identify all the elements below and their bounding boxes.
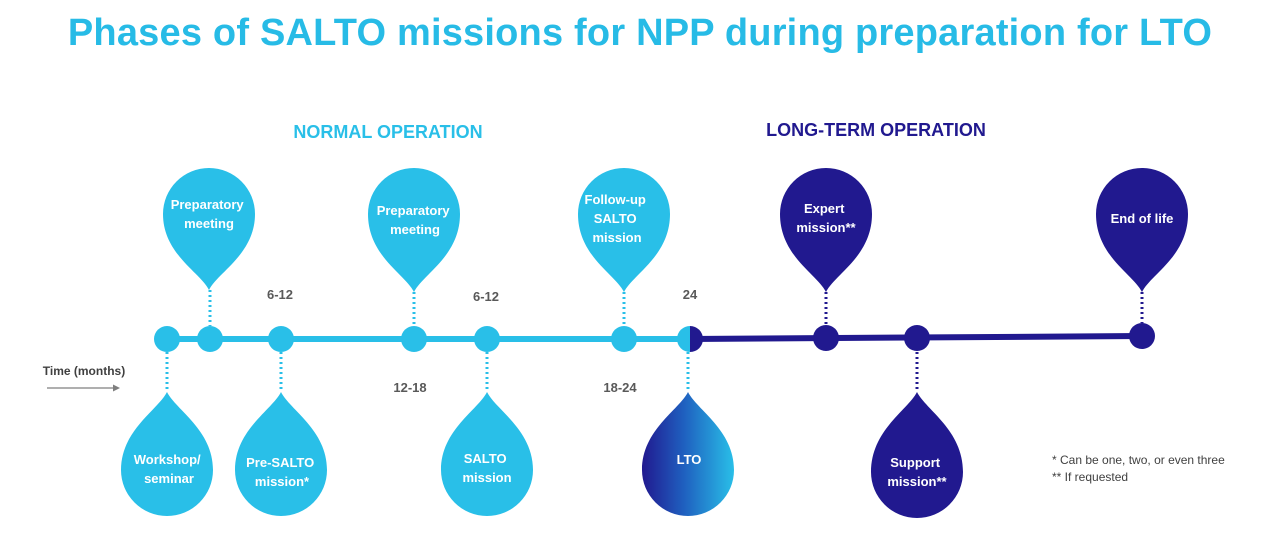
svg-text:Pre-SALTO mission*: Pre-SALTO mission* [246,455,318,489]
svg-text:End of life: End of life [1111,211,1174,226]
time-axis-label: Time (months) [43,364,125,378]
pin-top-follow-up-salto-mission: Follow-up SALTO mission [578,168,670,292]
timeline-node-workshop [154,326,180,352]
pin-top-end-of-life: End of life [1096,168,1188,292]
drop-salto-line-1: SALTO [464,451,507,466]
timeline-node-pre-salto [268,326,294,352]
timeline-node-follow-up [611,326,637,352]
svg-text:SALTO mission: SALTO mission [462,451,511,485]
pin-top-preparatory-meeting-1: Preparatory meeting [163,168,255,290]
interval-label-bottom-1: 12-18 [393,380,426,395]
drop-pre-salto-line-2: mission* [255,474,310,489]
interval-label-top-3: 24 [683,287,698,302]
interval-label-bottom-2: 18-24 [603,380,637,395]
pin-top-expert-line-2: mission** [796,220,856,235]
drop-bottom-pre-salto-mission: Pre-SALTO mission* [235,392,327,516]
pin-top-preparatory-2-line-1: Preparatory [377,203,451,218]
phase-label-normal-operation: NORMAL OPERATION [293,122,482,142]
timeline-node-expert [813,325,839,351]
drop-workshop-line-1: Workshop/ [134,452,201,467]
time-arrow-icon [47,384,120,392]
phase-label-long-term-operation: LONG-TERM OPERATION [766,120,986,140]
svg-text:LTO: LTO [677,452,702,467]
svg-text:Workshop/ seminar: Workshop/ seminar [134,452,205,486]
timeline-node-preparatory-1 [197,326,223,352]
drop-bottom-salto-mission: SALTO mission [441,392,533,516]
pin-top-expert-line-1: Expert [804,201,845,216]
pin-top-preparatory-meeting-2: Preparatory meeting [368,168,460,292]
drop-bottom-workshop-seminar: Workshop/ seminar [121,392,213,516]
timeline-node-end-of-life [1129,323,1155,349]
drop-bottom-lto: LTO [642,392,734,516]
pin-top-follow-up-line-2: SALTO [594,211,637,226]
interval-label-top-2: 6-12 [473,289,499,304]
svg-text:Follow-up SALTO mi: Follow-up SALTO mission [585,192,650,245]
pin-top-end-of-life-line-1: End of life [1111,211,1174,226]
pin-top-follow-up-line-1: Follow-up [585,192,646,207]
drop-bottom-support-mission: Support mission** [871,392,963,518]
drop-support-line-2: mission** [887,474,947,489]
svg-text:Preparatory meeting: Preparatory meeting [171,197,248,231]
timeline-node-salto [474,326,500,352]
pin-top-follow-up-line-3: mission [592,230,641,245]
interval-label-top-1: 6-12 [267,287,293,302]
drop-workshop-line-2: seminar [144,471,194,486]
svg-text:Support mission**: Support mission** [887,455,947,489]
svg-text:Expert mission**: Expert mission** [796,201,856,235]
timeline-node-support [904,325,930,351]
drop-pre-salto-line-1: Pre-SALTO [246,455,314,470]
footnote-1: * Can be one, two, or even three [1052,453,1225,467]
drop-support-line-1: Support [890,455,940,470]
drop-salto-line-2: mission [462,470,511,485]
timeline-node-lto [677,326,703,352]
pin-top-preparatory-2-line-2: meeting [390,222,440,237]
pin-top-preparatory-1-line-2: meeting [184,216,234,231]
footnote-2: ** If requested [1052,470,1128,484]
drop-lto-line-1: LTO [677,452,702,467]
svg-text:Preparatory meeting: Preparatory meeting [377,203,454,237]
pin-top-expert-mission: Expert mission** [780,168,872,292]
pin-top-preparatory-1-line-1: Preparatory [171,197,245,212]
timeline-node-preparatory-2 [401,326,427,352]
page-title: Phases of SALTO missions for NPP during … [67,12,1213,54]
